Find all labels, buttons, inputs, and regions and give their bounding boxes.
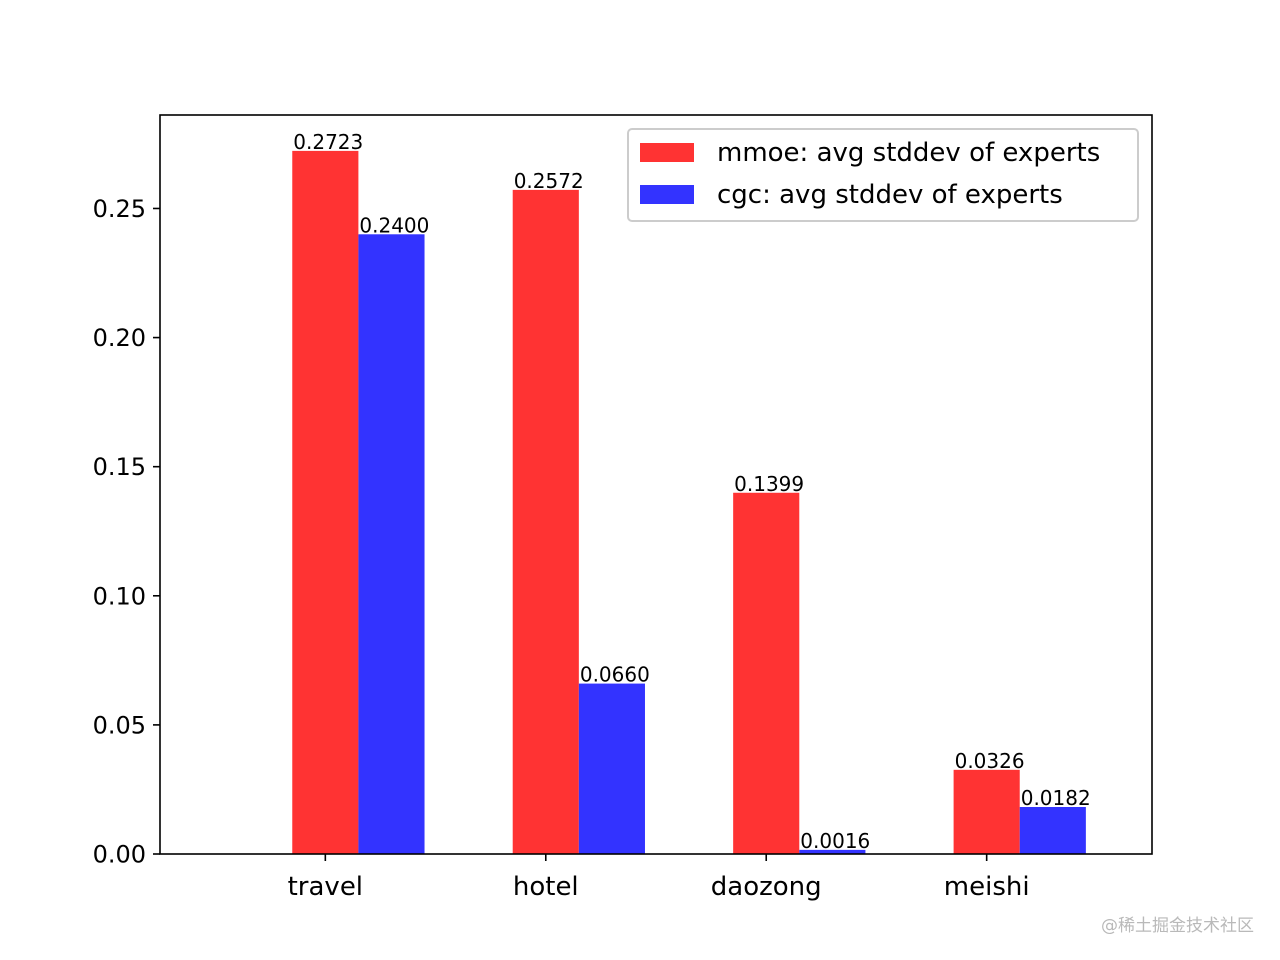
legend-swatch-mmoe bbox=[640, 143, 694, 162]
legend-swatch-cgc bbox=[640, 185, 694, 204]
y-tick-label: 0.15 bbox=[93, 453, 146, 481]
y-tick-label: 0.10 bbox=[93, 582, 146, 610]
value-label-mmoe-daozong: 0.1399 bbox=[734, 472, 804, 496]
legend-box bbox=[627, 128, 1139, 222]
value-labels-layer: 0.2723 0.2572 0.1399 0.0326 0.2400 0.0660 0.00… bbox=[293, 130, 1090, 853]
legend-label-mmoe: mmoe: avg stddev of experts bbox=[717, 138, 1100, 168]
y-tick-label: 0.25 bbox=[93, 195, 146, 223]
bar-mmoe-travel bbox=[292, 150, 359, 854]
value-label-cgc-travel: 0.2400 bbox=[359, 213, 429, 237]
bar-mmoe-meishi bbox=[953, 769, 1020, 854]
y-tick-label: 0.05 bbox=[93, 711, 146, 739]
legend-label-cgc: cgc: avg stddev of experts bbox=[717, 180, 1063, 210]
bars-layer bbox=[292, 150, 1086, 854]
axis-layer: 0.00 0.05 0.10 0.15 0.20 0.25 travel hotel daozo… bbox=[93, 195, 1030, 902]
bar-cgc-travel bbox=[358, 234, 425, 854]
value-label-mmoe-hotel: 0.2572 bbox=[514, 169, 584, 193]
value-label-cgc-daozong: 0.0016 bbox=[800, 829, 870, 853]
bar-cgc-daozong bbox=[799, 849, 866, 854]
x-tick-label-hotel: hotel bbox=[513, 872, 579, 902]
value-label-mmoe-meishi: 0.0326 bbox=[955, 749, 1025, 773]
x-tick-label-daozong: daozong bbox=[711, 872, 822, 902]
bar-cgc-hotel bbox=[578, 683, 645, 854]
bar-mmoe-daozong bbox=[733, 492, 800, 854]
y-tick-label: 0.20 bbox=[93, 324, 146, 352]
watermark: @稀土掘金技术社区 bbox=[1101, 916, 1254, 936]
legend: mmoe: avg stddev of experts cgc: avg stdd… bbox=[627, 128, 1139, 222]
bar-cgc-meishi bbox=[1019, 807, 1086, 854]
bar-mmoe-hotel bbox=[512, 189, 579, 854]
x-tick-label-meishi: meishi bbox=[944, 872, 1030, 902]
value-label-cgc-meishi: 0.0182 bbox=[1021, 786, 1091, 810]
y-tick-label: 0.00 bbox=[93, 841, 146, 869]
plot-frame bbox=[159, 114, 1153, 855]
value-label-cgc-hotel: 0.0660 bbox=[580, 663, 650, 687]
value-label-mmoe-travel: 0.2723 bbox=[293, 130, 363, 154]
x-tick-label-travel: travel bbox=[288, 872, 363, 902]
